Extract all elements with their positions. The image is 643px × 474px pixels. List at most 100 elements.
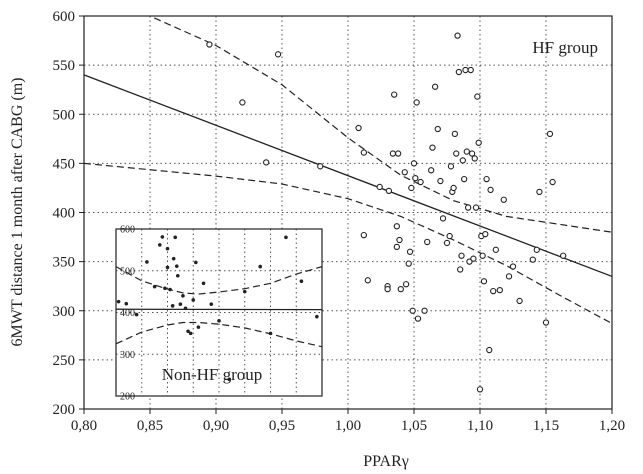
confidence-band (84, 16, 612, 325)
data-point (396, 236, 403, 244)
x-tick-label: 1,10 (467, 418, 493, 434)
data-point (393, 223, 400, 230)
inset-data-point (196, 325, 201, 329)
data-point (462, 66, 469, 74)
data-point (263, 159, 270, 166)
data-point (410, 160, 418, 167)
data-point (516, 297, 523, 305)
data-point (355, 124, 362, 132)
inset-data-point (152, 284, 157, 289)
data-point (439, 215, 447, 222)
data-point (467, 66, 474, 74)
main-data-points (206, 32, 567, 393)
data-point (421, 307, 428, 314)
data-point (402, 281, 410, 288)
inset-data-point (134, 312, 139, 317)
inset-data-point (176, 273, 180, 278)
data-point (434, 125, 441, 133)
data-point (409, 307, 416, 314)
inset-data-point (178, 302, 183, 306)
data-point (395, 150, 402, 157)
inset-y-tick-label: 500 (120, 266, 135, 277)
data-point (470, 255, 477, 262)
data-point (480, 278, 488, 285)
x-tick-label: 1,20 (599, 418, 625, 434)
inset-data-point (145, 260, 149, 264)
data-point (453, 150, 460, 157)
data-point (393, 243, 400, 251)
data-point (317, 163, 324, 170)
data-point (455, 68, 463, 76)
inset-y-tick-labels: 200 300 400 500 600 (120, 225, 135, 403)
inset-data-point (124, 301, 129, 306)
y-tick-label: 600 (53, 9, 76, 25)
x-tick-label: 1,05 (401, 418, 427, 434)
inset-data-point (258, 264, 263, 269)
data-point (509, 263, 517, 270)
inset-data-point (242, 289, 247, 294)
data-point (487, 186, 494, 194)
data-point (413, 99, 420, 106)
y-tick-label: 250 (53, 353, 76, 369)
inset-data-point (157, 243, 162, 247)
y-tick-labels: 200 250 300 350 400 450 500 550 600 (53, 9, 84, 418)
x-tick-label: 1,15 (533, 418, 559, 434)
data-point (542, 319, 550, 326)
x-tick-label: 0,80 (71, 418, 97, 434)
data-point (414, 315, 422, 322)
data-point (461, 175, 468, 183)
data-point (472, 204, 480, 211)
data-point (536, 188, 543, 196)
inset-data-point (183, 306, 188, 311)
data-point (459, 157, 466, 164)
data-point (560, 252, 567, 259)
data-point (500, 196, 507, 203)
inset-y-tick-label: 600 (120, 225, 135, 236)
data-point (431, 83, 439, 90)
data-point (443, 239, 451, 247)
inset-data-point (284, 235, 288, 240)
inset-y-tick-label: 300 (120, 350, 135, 361)
inset-data-point (160, 235, 165, 239)
data-point (408, 184, 415, 192)
y-tick-label: 400 (53, 206, 76, 222)
inset-data-point (165, 246, 170, 251)
data-point (471, 155, 478, 162)
y-tick-label: 200 (53, 402, 76, 418)
y-tick-label: 550 (53, 58, 76, 74)
data-point (412, 174, 419, 182)
data-point (454, 32, 461, 39)
y-tick-label: 300 (53, 304, 76, 320)
inset-group-label: Non-HF group (162, 365, 263, 384)
data-point (474, 93, 481, 100)
inset-data-point (163, 286, 167, 291)
data-point (360, 231, 367, 239)
inset-y-tick-label: 200 (120, 392, 135, 403)
data-point (496, 286, 503, 294)
inset-data-point (194, 260, 198, 265)
data-point (546, 130, 554, 138)
inset-data-point (173, 235, 178, 240)
x-axis-title: PPARγ (363, 453, 409, 470)
data-point (376, 183, 383, 191)
inset-grid (116, 229, 322, 396)
data-point (451, 130, 459, 138)
data-point (447, 163, 455, 170)
data-point (405, 260, 412, 267)
data-point (239, 99, 246, 106)
data-point (397, 285, 404, 293)
inset-data-point (171, 256, 176, 261)
data-point (529, 256, 536, 263)
y-tick-label: 350 (53, 255, 76, 271)
data-point (360, 149, 367, 156)
data-point (533, 246, 540, 253)
inset-data-point (181, 294, 185, 298)
x-tick-labels: 0,80 0,85 0,90 0,95 1,00 1,05 1,10 1,15 1,20 (71, 409, 625, 434)
data-point (424, 238, 431, 246)
inset-data-point (268, 331, 273, 336)
data-point (492, 246, 499, 253)
inset-data-point (170, 304, 175, 308)
inset-data-point (116, 299, 121, 304)
data-point (486, 346, 493, 354)
